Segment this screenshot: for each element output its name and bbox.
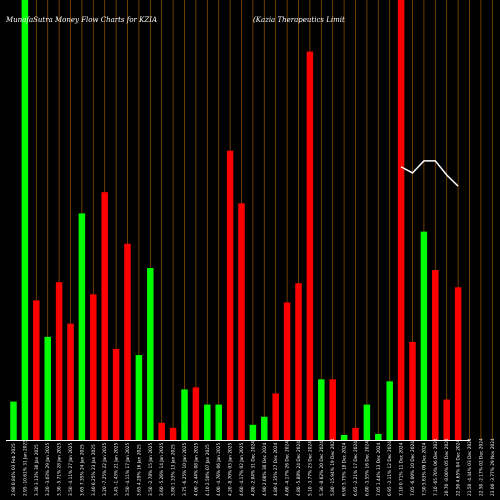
- x-tick-label: 4.60 -4.17% 02 Jan 2025: [239, 442, 245, 496]
- bar-inflow: [318, 379, 325, 440]
- x-tick-label: 20.70 -8.00% 05 Dec 2024: [444, 438, 450, 496]
- x-tick-label: 4.10 2.50% 07 Jan 2025: [205, 444, 211, 496]
- x-tick-label: 7.05 1.44% 13 Dec 2024: [376, 442, 382, 496]
- bar-inflow: [78, 213, 86, 440]
- x-tick-label: 6.95 -2.11% 12 Dec 2024: [387, 441, 393, 496]
- bar-outflow: [101, 192, 108, 440]
- x-tick-label: 3.80 1.33% 13 Jan 2025: [171, 444, 177, 496]
- x-tick-label: 7.10 0.71% 11 Dec 2024: [399, 442, 405, 496]
- x-tick-label: 6.90 3.75% 18 Dec 2024: [342, 442, 348, 496]
- bar-outflow: [306, 51, 314, 440]
- bar-inflow: [249, 424, 257, 440]
- x-tick-label: 3.30 -5.71% 28 Jan 2025: [57, 442, 63, 496]
- x-tick-label: 5.80 -15.94% 19 Dec 2024: [330, 438, 336, 496]
- bar-inflow: [261, 416, 268, 440]
- bar-outflow: [67, 323, 74, 440]
- bar-outflow: [352, 427, 359, 440]
- bar-outflow: [397, 0, 405, 440]
- bar-outflow: [238, 203, 245, 440]
- bar-inflow: [10, 401, 17, 440]
- bar-outflow: [124, 243, 131, 440]
- bar-outflow: [90, 294, 97, 440]
- x-tick-label: 5.30 -8.62% 20 Dec 2024: [319, 441, 325, 496]
- bar-outflow: [432, 270, 439, 440]
- x-tick-label: 22.50 4.65% 04 Dec 2024: [456, 440, 462, 496]
- chart-subtitle: (Kazia Therapeutics Limit: [253, 16, 345, 24]
- bar-outflow: [33, 300, 40, 440]
- bar-outflow: [454, 287, 462, 440]
- bar-outflow: [295, 283, 302, 440]
- bar-outflow: [226, 150, 234, 440]
- x-tick-label: 3.50 -4.11% 27 Jan 2025: [68, 442, 74, 496]
- line-series: [400, 160, 459, 187]
- x-tick-label: 3.20 -3.03% 29 Jan 2025: [45, 442, 51, 496]
- bar-outflow: [409, 341, 416, 440]
- bar-inflow: [215, 404, 222, 440]
- bar-inflow: [363, 404, 371, 440]
- bar-outflow: [55, 282, 63, 440]
- x-tick-label: 21.50 -4.44% 03 Dec 2024: [467, 438, 473, 496]
- x-tick-label: 3.50 -2.78% 15 Jan 2025: [148, 442, 154, 496]
- x-tick-label: 3.45 -1.43% 21 Jan 2025: [114, 442, 120, 496]
- bar-outflow: [329, 379, 336, 440]
- x-tick-label: 4.90 2.08% 30 Dec 2024: [262, 442, 268, 496]
- x-tick-label: 3.30 3.13% 30 Jan 2025: [34, 444, 40, 496]
- chart-title: MunafaSutra Money Flow Charts for KZIA: [5, 16, 157, 24]
- bar-inflow: [375, 433, 382, 440]
- x-tick-label: 4.00 -4.76% 06 Jan 2025: [216, 442, 222, 496]
- x-tick-label: 6.80 -3.55% 16 Dec 2024: [364, 441, 370, 496]
- bar-inflow: [340, 434, 348, 440]
- x-tick-label: 3.65 4.29% 16 Jan 2025: [136, 444, 142, 496]
- x-tick-label: 4.80 4.35% 27 Dec 2024: [273, 442, 279, 496]
- x-tick-label: 22.50 -2.17% 02 Dec 2024: [478, 438, 484, 496]
- x-tick-label: 3.65 7.35% 24 Jan 2025: [79, 444, 85, 496]
- x-tick-label: 4.60 -4.17% 26 Dec 2024: [285, 441, 291, 496]
- x-tick-label: 3.60 -5.26% 14 Jan 2025: [159, 442, 165, 496]
- bar-inflow: [386, 381, 393, 440]
- x-tick-label: 3.40 6.25% 23 Jan 2025: [91, 444, 97, 496]
- x-tick-label: 4.80 -2.04% 31 Dec 2024: [250, 441, 256, 496]
- bar-inflow: [204, 404, 211, 440]
- x-tick-label: 6.65 -2.21% 17 Dec 2024: [353, 441, 359, 496]
- x-tick-label: 23.00 -3.77% 29 Nov 2024: [490, 438, 496, 496]
- bar-inflow: [44, 336, 51, 440]
- bar-inflow: [147, 268, 154, 440]
- x-tick-label: 4.00 -2.44% 08 Jan 2025: [193, 442, 199, 496]
- bar-outflow: [112, 348, 120, 440]
- x-tick-labels: 2.98 0.84% 03 Feb 2025 2.95 -10.61% 31 Ja…: [11, 438, 496, 496]
- bar-inflow: [21, 0, 29, 440]
- x-tick-label: 3.75 -6.25% 10 Jan 2025: [182, 442, 188, 496]
- bar-series: [10, 0, 462, 440]
- x-tick-label: 3.20 -7.25% 22 Jan 2025: [102, 442, 108, 496]
- x-tick-label: 4.20 -8.70% 03 Jan 2025: [228, 442, 234, 496]
- x-tick-label: 5.10 -3.77% 23 Dec 2024: [307, 441, 313, 496]
- trend-line: [400, 160, 459, 187]
- x-tick-label: 7.10 -65.70% 06 Dec 2024: [433, 438, 439, 496]
- bar-outflow: [283, 302, 291, 440]
- x-tick-label: 7.05 -6.00% 10 Dec 2024: [410, 441, 416, 496]
- x-tick-label: 7.50 5.63% 09 Dec 2024: [421, 442, 427, 496]
- bar-outflow: [158, 422, 165, 440]
- x-tick-label: 2.98 0.84% 03 Feb 2025: [11, 443, 17, 496]
- bar-outflow: [272, 393, 279, 440]
- x-tick-label: 4.80 -5.88% 24 Dec 2024: [296, 441, 302, 496]
- bar-inflow: [181, 389, 188, 440]
- bar-outflow: [443, 399, 450, 440]
- bar-outflow: [192, 387, 200, 440]
- bar-inflow: [420, 231, 428, 440]
- bar-outflow: [169, 427, 177, 440]
- x-tick-label: 2.95 -10.61% 31 Jan 2025: [22, 440, 28, 496]
- bar-inflow: [135, 355, 143, 440]
- x-tick-label: 3.50 -4.11% 17 Jan 2025: [125, 442, 131, 496]
